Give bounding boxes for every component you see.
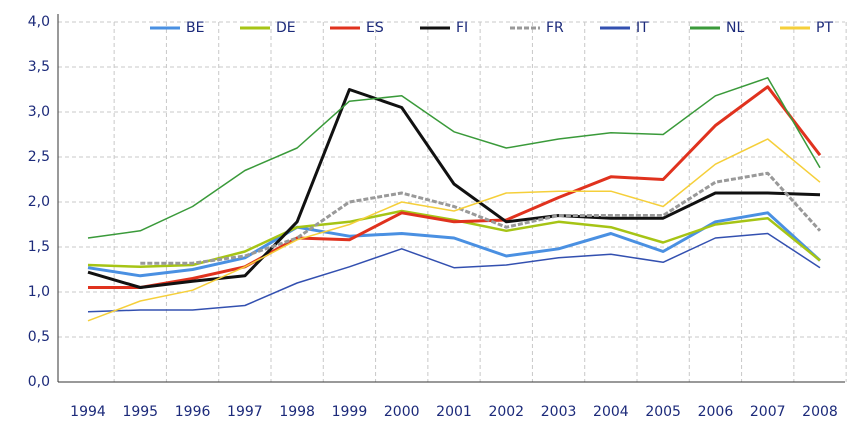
y-tick-label: 3,5	[28, 59, 50, 75]
series-line	[87, 138, 821, 322]
series-line	[140, 171, 822, 265]
x-tick-label: 2007	[750, 404, 786, 420]
y-tick-label: 0,5	[28, 329, 50, 345]
x-tick-label: 2003	[541, 404, 577, 420]
series-line	[87, 209, 821, 269]
legend-label: IT	[636, 20, 649, 36]
series-line	[87, 77, 821, 239]
x-tick-label: 2008	[802, 404, 838, 420]
y-tick-label: 2,0	[28, 194, 50, 210]
x-tick-label: 2002	[488, 404, 524, 420]
series-line	[88, 85, 822, 289]
y-tick-label: 0,0	[28, 374, 50, 390]
series-line	[87, 232, 821, 313]
y-tick-label: 1,5	[28, 239, 50, 255]
legend-label: PT	[816, 20, 833, 36]
x-tick-label: 2005	[645, 404, 681, 420]
y-tick-label: 1,0	[28, 284, 50, 300]
y-tick-label: 4,0	[28, 14, 50, 30]
x-tick-label: 1997	[227, 404, 263, 420]
x-tick-label: 2001	[436, 404, 472, 420]
x-tick-label: 1999	[332, 404, 368, 420]
x-tick-label: 1995	[122, 404, 158, 420]
y-tick-label: 3,0	[28, 104, 50, 120]
legend-label: BE	[186, 20, 204, 36]
series-line	[87, 88, 821, 289]
legend-label: FR	[546, 20, 564, 36]
x-tick-label: 1998	[279, 404, 315, 420]
x-tick-label: 2006	[698, 404, 734, 420]
legend-label: DE	[276, 20, 296, 36]
x-tick-label: 2000	[384, 404, 420, 420]
y-tick-label: 2,5	[28, 149, 50, 165]
legend-label: NL	[726, 20, 744, 36]
legend-label: FI	[456, 20, 468, 36]
x-tick-label: 1996	[175, 404, 211, 420]
x-tick-label: 2004	[593, 404, 629, 420]
legend-label: ES	[366, 20, 384, 36]
x-tick-label: 1994	[70, 404, 106, 420]
